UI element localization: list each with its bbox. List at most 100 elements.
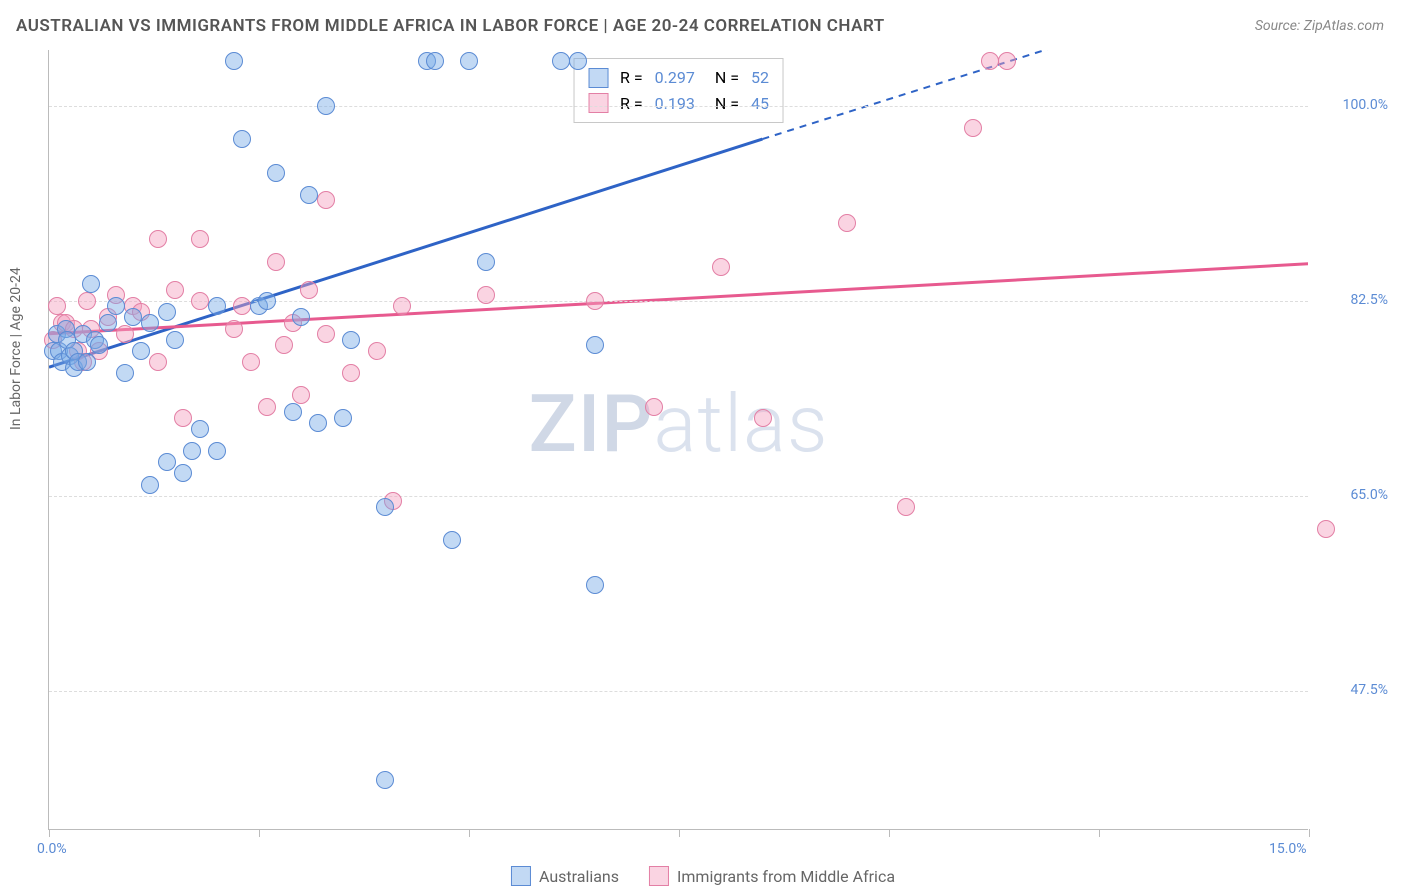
data-point bbox=[275, 336, 293, 354]
x-tick bbox=[49, 829, 50, 837]
data-point bbox=[78, 353, 96, 371]
data-point bbox=[107, 297, 125, 315]
legend-item-pink: Immigrants from Middle Africa bbox=[649, 866, 895, 886]
x-tick bbox=[1099, 829, 1100, 837]
data-point bbox=[233, 130, 251, 148]
data-point bbox=[166, 281, 184, 299]
data-point bbox=[267, 253, 285, 271]
x-tick bbox=[259, 829, 260, 837]
data-point bbox=[242, 353, 260, 371]
y-tick-label: 100.0% bbox=[1343, 97, 1388, 113]
x-tick-label: 0.0% bbox=[37, 841, 67, 857]
data-point bbox=[317, 325, 335, 343]
data-point bbox=[300, 281, 318, 299]
data-point bbox=[317, 97, 335, 115]
x-tick bbox=[889, 829, 890, 837]
data-point bbox=[342, 364, 360, 382]
source-credit: Source: ZipAtlas.com bbox=[1255, 18, 1384, 34]
n-prefix: N = bbox=[715, 91, 739, 117]
watermark: ZIPatlas bbox=[529, 377, 829, 471]
data-point bbox=[964, 119, 982, 137]
y-tick-label: 47.5% bbox=[1350, 682, 1388, 698]
data-point bbox=[116, 364, 134, 382]
data-point bbox=[342, 331, 360, 349]
data-point bbox=[981, 52, 999, 70]
data-point bbox=[208, 442, 226, 460]
data-point bbox=[99, 314, 117, 332]
n-value-pink: 45 bbox=[751, 91, 769, 117]
data-point bbox=[258, 292, 276, 310]
gridline bbox=[49, 496, 1308, 497]
data-point bbox=[292, 308, 310, 326]
data-point bbox=[225, 320, 243, 338]
swatch-blue bbox=[588, 68, 608, 88]
data-point bbox=[258, 398, 276, 416]
data-point bbox=[897, 498, 915, 516]
data-point bbox=[292, 386, 310, 404]
scatter-plot-area: ZIPatlas R = 0.297 N = 52 R = 0.193 N = … bbox=[48, 50, 1308, 830]
r-value-blue: 0.297 bbox=[655, 65, 695, 91]
data-point bbox=[426, 52, 444, 70]
chart-title: AUSTRALIAN VS IMMIGRANTS FROM MIDDLE AFR… bbox=[16, 16, 885, 36]
data-point bbox=[166, 331, 184, 349]
data-point bbox=[225, 52, 243, 70]
data-point bbox=[309, 414, 327, 432]
legend-label-pink: Immigrants from Middle Africa bbox=[677, 867, 895, 886]
data-point bbox=[393, 297, 411, 315]
data-point bbox=[267, 164, 285, 182]
n-prefix: N = bbox=[715, 65, 739, 91]
y-tick-label: 82.5% bbox=[1350, 292, 1388, 308]
data-point bbox=[149, 353, 167, 371]
data-point bbox=[586, 336, 604, 354]
data-point bbox=[569, 52, 587, 70]
x-tick bbox=[1309, 829, 1310, 837]
data-point bbox=[141, 476, 159, 494]
data-point bbox=[376, 771, 394, 789]
data-point bbox=[586, 576, 604, 594]
swatch-pink bbox=[588, 93, 608, 113]
data-point bbox=[191, 420, 209, 438]
trend-lines-svg bbox=[49, 50, 1308, 829]
legend-row-pink: R = 0.193 N = 45 bbox=[588, 91, 769, 117]
data-point bbox=[477, 253, 495, 271]
swatch-pink bbox=[649, 866, 669, 886]
r-prefix: R = bbox=[620, 91, 643, 117]
n-value-blue: 52 bbox=[751, 65, 769, 91]
x-tick-label: 15.0% bbox=[1269, 841, 1307, 857]
data-point bbox=[141, 314, 159, 332]
data-point bbox=[78, 292, 96, 310]
data-point bbox=[132, 342, 150, 360]
legend-label-blue: Australians bbox=[539, 867, 619, 886]
y-axis-label: In Labor Force | Age 20-24 bbox=[8, 267, 24, 430]
data-point bbox=[149, 230, 167, 248]
data-point bbox=[477, 286, 495, 304]
legend-item-blue: Australians bbox=[511, 866, 619, 886]
data-point bbox=[754, 409, 772, 427]
data-point bbox=[998, 52, 1016, 70]
data-point bbox=[443, 531, 461, 549]
watermark-bold: ZIP bbox=[529, 377, 654, 471]
data-point bbox=[208, 297, 226, 315]
x-tick bbox=[469, 829, 470, 837]
watermark-light: atlas bbox=[653, 377, 828, 471]
swatch-blue bbox=[511, 866, 531, 886]
data-point bbox=[552, 52, 570, 70]
gridline bbox=[49, 691, 1308, 692]
data-point bbox=[284, 403, 302, 421]
series-legend: Australians Immigrants from Middle Afric… bbox=[511, 866, 895, 886]
gridline bbox=[49, 106, 1308, 107]
data-point bbox=[376, 498, 394, 516]
data-point bbox=[191, 230, 209, 248]
data-point bbox=[124, 308, 142, 326]
data-point bbox=[116, 325, 134, 343]
data-point bbox=[460, 52, 478, 70]
data-point bbox=[300, 186, 318, 204]
data-point bbox=[334, 409, 352, 427]
y-tick-label: 65.0% bbox=[1350, 487, 1388, 503]
data-point bbox=[233, 297, 251, 315]
data-point bbox=[174, 464, 192, 482]
data-point bbox=[368, 342, 386, 360]
data-point bbox=[317, 191, 335, 209]
legend-row-blue: R = 0.297 N = 52 bbox=[588, 65, 769, 91]
data-point bbox=[158, 453, 176, 471]
